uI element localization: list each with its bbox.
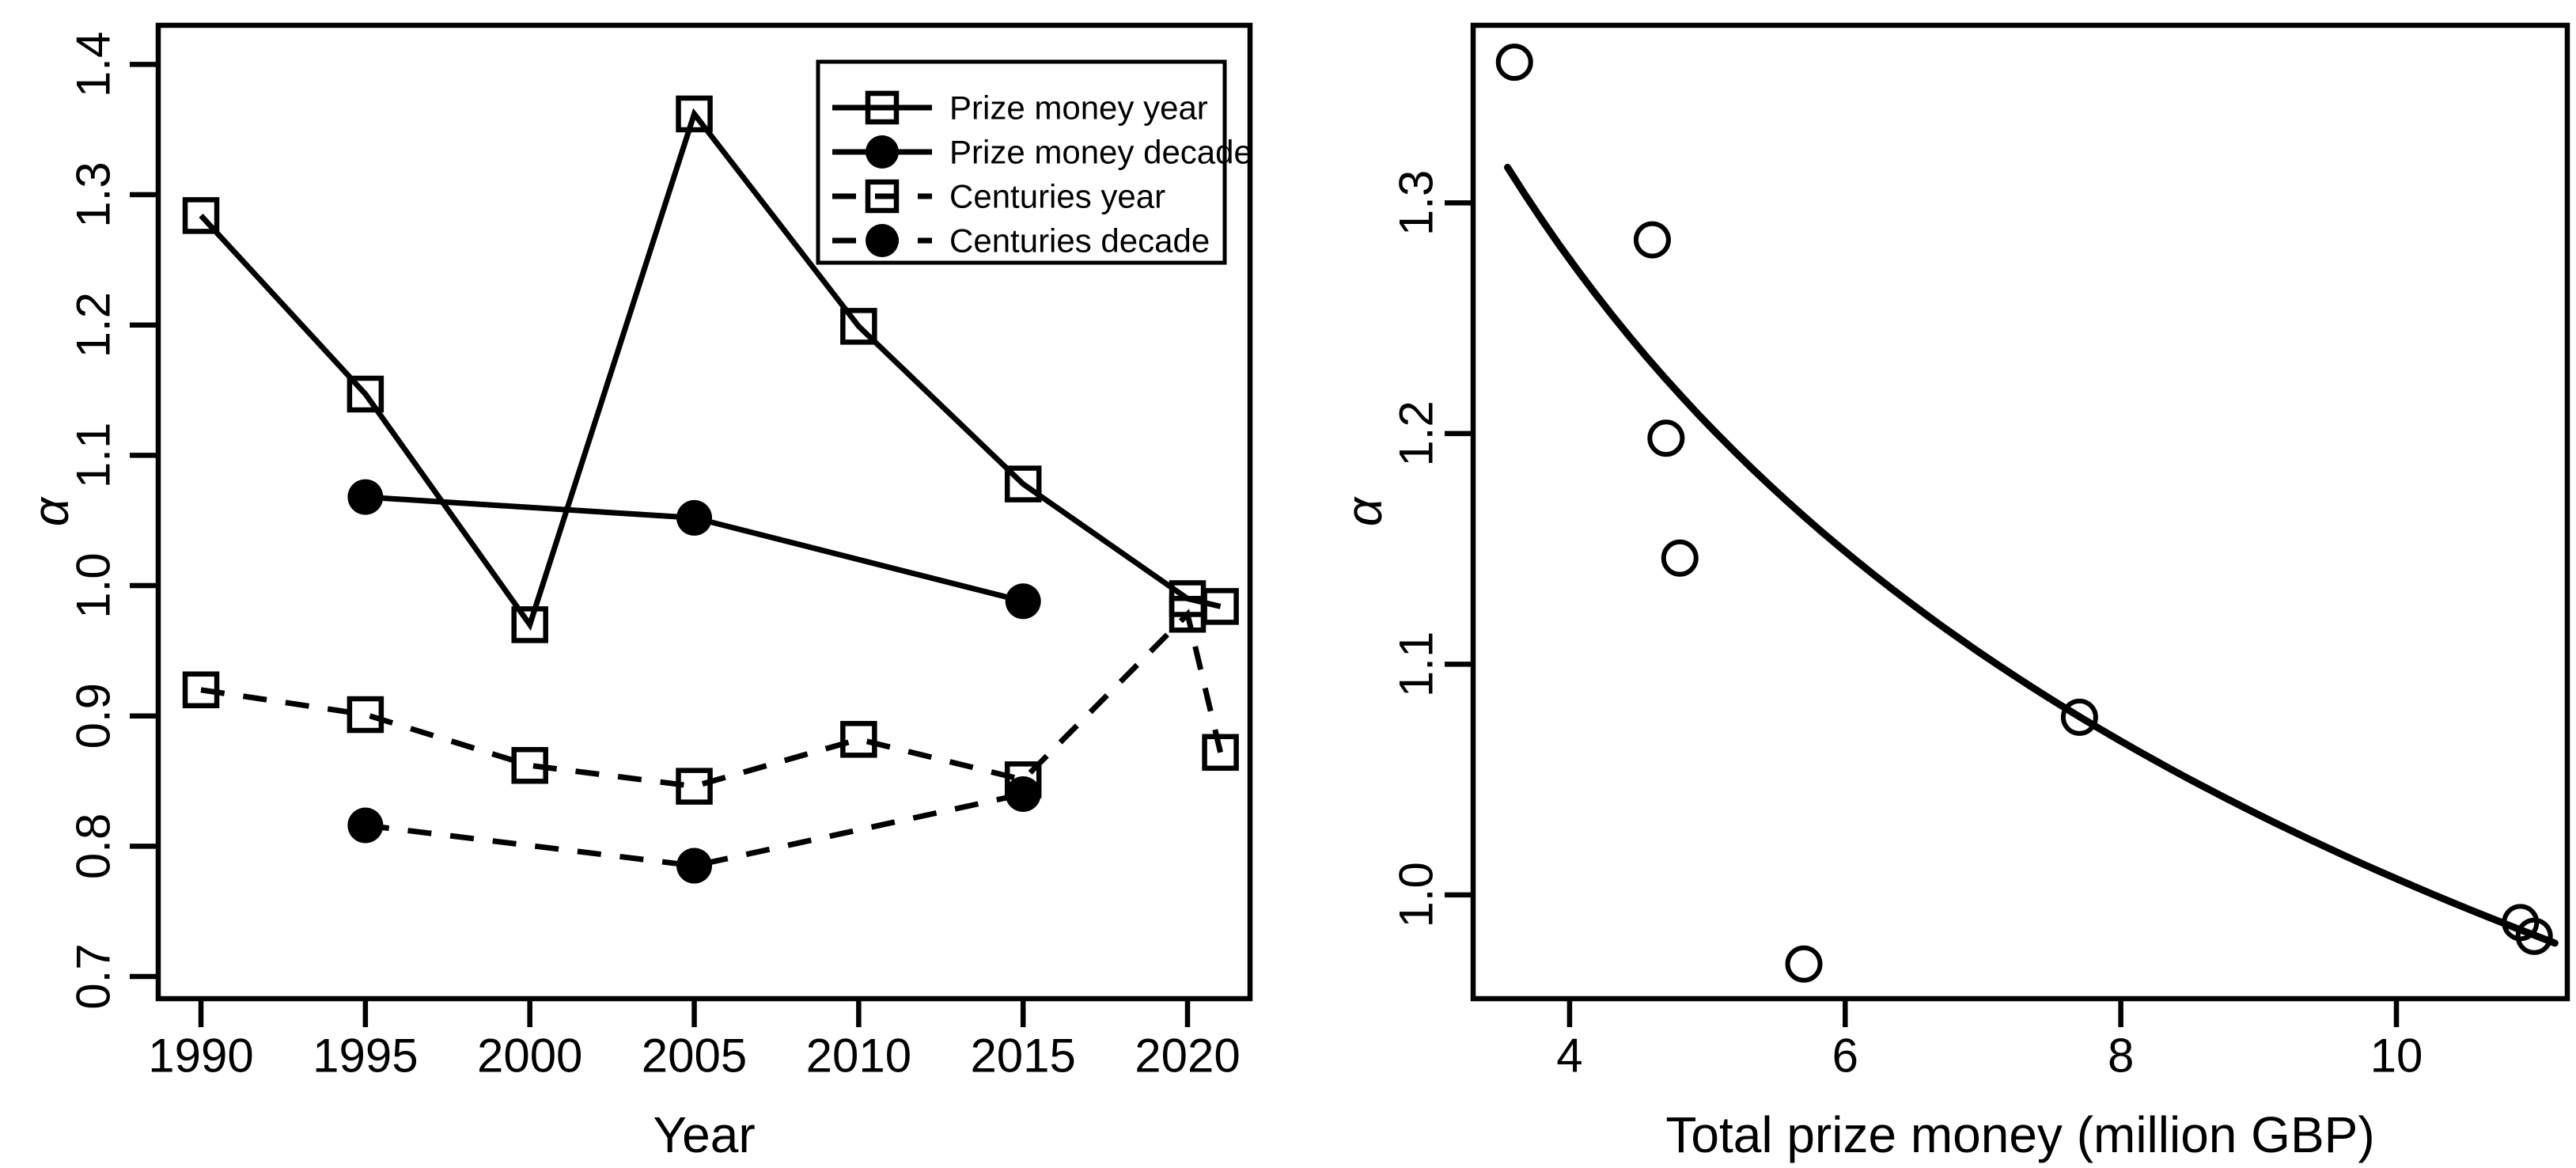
x-tick-label: 6 [1832, 1030, 1858, 1083]
y-tick-label: 0.8 [67, 813, 120, 879]
filled-circle-marker [866, 135, 899, 169]
y-tick-label: 1.2 [67, 292, 120, 358]
x-axis-title: Total prize money (million GBP) [1665, 1106, 2374, 1163]
legend-label: Prize money decade [949, 134, 1252, 171]
open-square-marker [865, 179, 900, 214]
x-tick-label: 4 [1556, 1030, 1582, 1083]
y-tick-label: 1.1 [1390, 631, 1443, 697]
filled-circle-marker [866, 224, 899, 257]
filled-circle-marker [1005, 583, 1041, 620]
open-square-marker [1004, 465, 1042, 502]
y-tick-label: 1.0 [1390, 862, 1443, 927]
plot-frame [155, 22, 1253, 1002]
open-square-marker [1202, 734, 1239, 772]
open-circle-marker [2060, 698, 2098, 736]
open-square-marker [1169, 596, 1207, 633]
open-square-marker [676, 768, 713, 805]
open-circle-marker [2515, 917, 2553, 955]
x-tick-label: 10 [2370, 1030, 2423, 1083]
filled-circle-marker [347, 479, 384, 515]
open-square-marker [840, 721, 877, 758]
open-square-marker [840, 308, 877, 345]
filled-circle-marker [676, 848, 713, 884]
x-axis-title: Year [653, 1106, 755, 1163]
panel-alpha-vs-prize-money: 4 6 8 10 1.0 1.1 1.2 1.3 Total prize money (mill… [1335, 22, 2570, 1163]
open-circle-marker [1647, 419, 1685, 457]
series-line-centuries-year [200, 609, 1224, 790]
y-tick-label: 1.2 [1390, 400, 1443, 466]
series-line-centuries-decade [365, 791, 1024, 869]
x-tick-label: 2020 [1135, 1030, 1240, 1083]
legend-box [816, 59, 1227, 265]
open-square-marker [511, 606, 548, 643]
filled-circle-marker [347, 807, 384, 844]
y-tick-label: 0.7 [67, 943, 120, 1009]
y-tick-label: 1.0 [67, 552, 120, 618]
open-square-marker [347, 696, 385, 734]
y-tick-label: 1.1 [67, 423, 120, 488]
open-circle-marker [1785, 945, 1823, 983]
legend-label: Prize money year [949, 89, 1208, 127]
legend: Prize money year Prize money decade Centur… [816, 59, 1252, 265]
x-tick-label: 2015 [970, 1030, 1075, 1083]
y-tick-label: 1.3 [1390, 170, 1443, 236]
y-tick-label: 1.3 [67, 161, 120, 227]
open-circle-marker [1633, 221, 1671, 259]
series-line-prize-money-year [199, 108, 1222, 631]
y-tick-label: 1.4 [67, 32, 120, 97]
y-tick-label: 0.9 [67, 683, 120, 749]
legend-label: Centuries decade [949, 222, 1210, 260]
y-axis-title: α [22, 496, 79, 526]
legend-label: Centuries year [949, 178, 1165, 215]
y-axis-title: α [1335, 496, 1392, 526]
x-tick-label: 2005 [642, 1030, 747, 1083]
plot-frame [1470, 22, 2570, 1002]
open-square-marker [347, 375, 385, 413]
filled-circle-marker [676, 499, 713, 536]
fit-curve [1504, 164, 2559, 947]
open-square-marker [182, 197, 220, 234]
open-circle-marker [1661, 539, 1699, 577]
x-tick-label: 2010 [806, 1030, 911, 1083]
x-tick-label: 1995 [313, 1030, 418, 1083]
open-circle-marker [1495, 44, 1533, 82]
open-square-marker [676, 95, 713, 133]
filled-circle-marker [1005, 776, 1041, 812]
open-square-marker [511, 747, 548, 784]
x-tick-label: 2000 [477, 1030, 582, 1083]
open-square-marker [865, 90, 900, 125]
panel-alpha-vs-year: 1990 1995 2000 2005 2010 2015 2020 0.7 0.8 0.9 1.0… [22, 22, 1253, 1163]
x-tick-label: 1990 [148, 1030, 253, 1083]
open-square-marker [182, 671, 220, 709]
x-tick-label: 8 [2108, 1030, 2134, 1083]
